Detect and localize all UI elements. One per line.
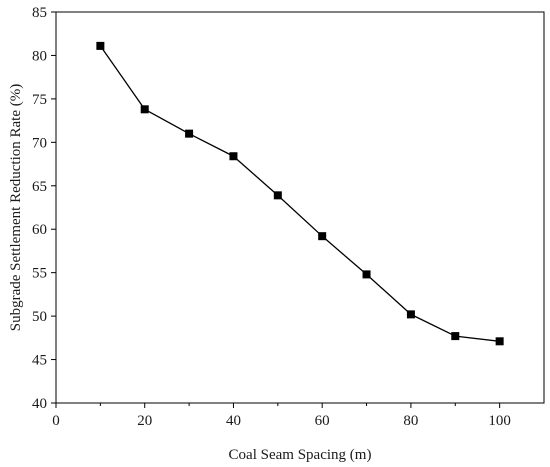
x-axis-title: Coal Seam Spacing (m) [229,447,372,463]
series-points-group [96,41,504,346]
data-point [406,310,415,319]
x-tick-label: 100 [488,413,511,429]
plot-frame [55,11,545,404]
y-tick-label: 70 [32,135,47,151]
series-line-group [99,45,500,342]
y-tick-label: 80 [32,48,47,64]
x-tick-label: 20 [137,413,152,429]
y-tick-label: 65 [32,179,47,195]
data-point [273,191,282,200]
data-point [318,232,327,241]
data-point [362,270,371,279]
y-tick-label: 40 [32,396,47,412]
y-axis-ticks: 40 45 50 55 60 65 70 75 80 85 [32,5,56,412]
y-tick-label: 85 [32,5,47,21]
x-tick-label: 0 [52,413,60,429]
x-tick-label: 60 [315,413,330,429]
y-tick-label: 45 [32,353,47,369]
x-tick-label: 80 [403,413,418,429]
data-point [451,332,460,341]
y-axis-title: Subgrade Settlement Reduction Rate (%) [8,84,24,331]
plot-border [55,11,545,404]
series-line [99,45,500,342]
data-point [185,129,194,138]
data-point [140,105,149,114]
y-tick-label: 50 [32,309,47,325]
x-tick-label: 40 [226,413,241,429]
x-axis-ticks: 0 20 40 60 80 100 [52,403,511,429]
y-tick-label: 60 [32,222,47,238]
y-tick-label: 75 [32,92,47,108]
y-tick-label: 55 [32,266,47,282]
data-point [495,337,504,346]
data-point [96,41,105,50]
data-point [229,152,238,161]
